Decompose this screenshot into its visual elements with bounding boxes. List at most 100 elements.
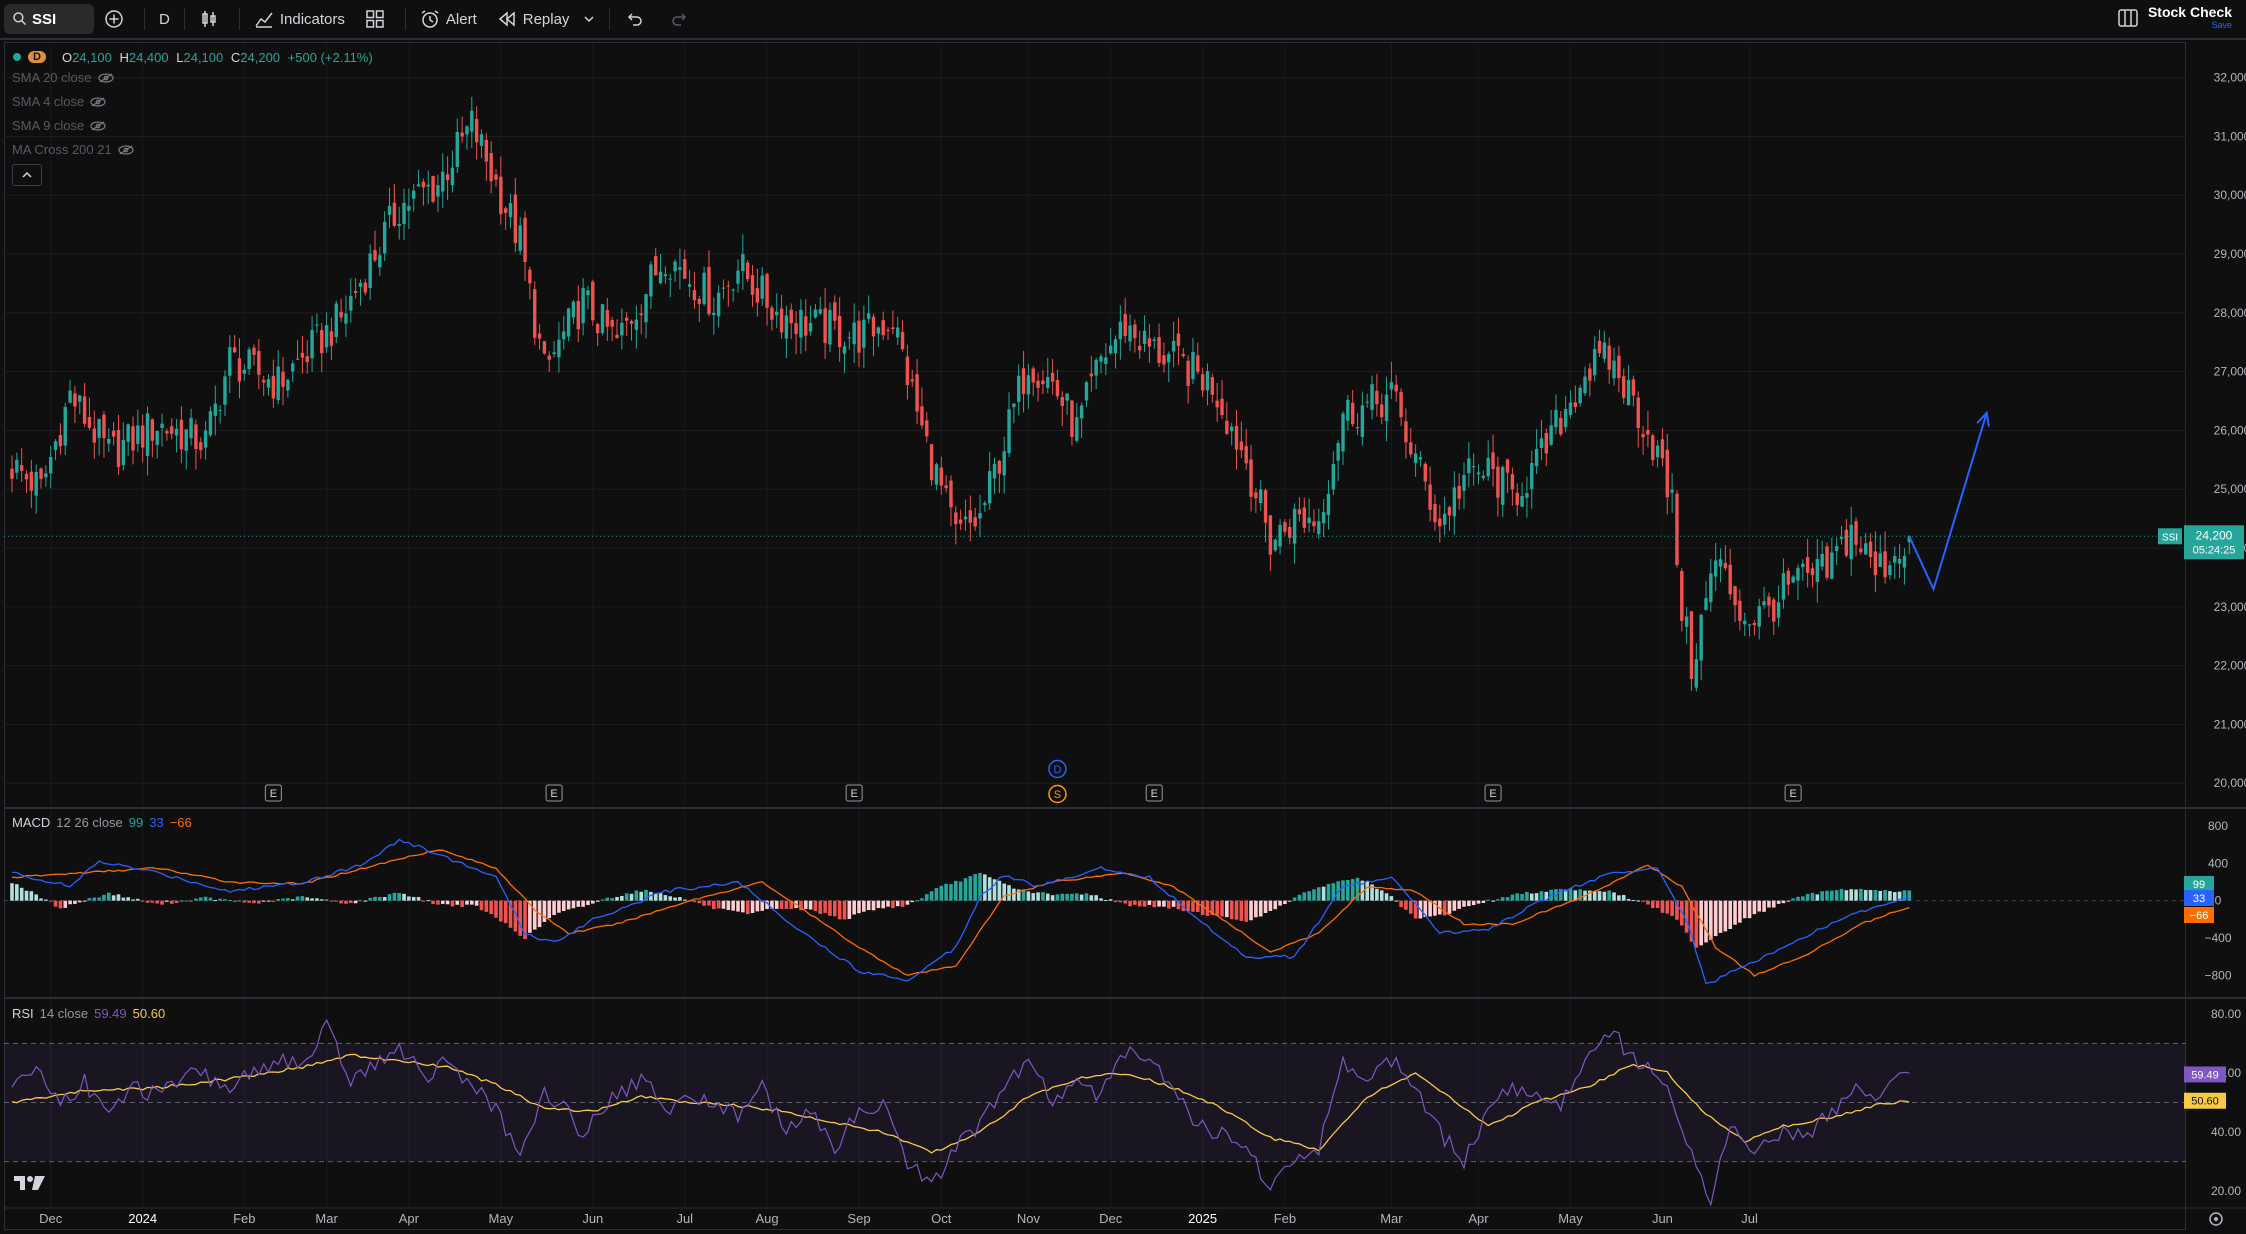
macd-histogram-bar[interactable] xyxy=(242,900,247,903)
macd-histogram-bar[interactable] xyxy=(828,900,832,916)
candle[interactable] xyxy=(683,259,687,279)
candle[interactable] xyxy=(678,267,682,270)
macd-histogram-bar[interactable] xyxy=(1060,893,1065,901)
macd-histogram-bar[interactable] xyxy=(1496,899,1500,901)
macd-histogram-bar[interactable] xyxy=(34,894,38,901)
candle[interactable] xyxy=(1002,451,1006,476)
macd-histogram-bar[interactable] xyxy=(673,897,677,901)
candle[interactable] xyxy=(1152,339,1156,341)
candle[interactable] xyxy=(344,313,348,324)
macd-histogram-bar[interactable] xyxy=(344,900,348,904)
candle[interactable] xyxy=(1801,563,1805,568)
macd-histogram-bar[interactable] xyxy=(1462,900,1466,907)
indicator-sma20[interactable]: SMA 20 close xyxy=(12,66,377,90)
candle[interactable] xyxy=(320,330,324,354)
macd-histogram-bar[interactable] xyxy=(63,900,68,908)
macd-histogram-bar[interactable] xyxy=(1849,889,1853,901)
candle[interactable] xyxy=(68,390,72,403)
macd-histogram-bar[interactable] xyxy=(895,900,900,907)
macd-histogram-bar[interactable] xyxy=(1878,890,1883,901)
indicator-sma4[interactable]: SMA 4 close xyxy=(12,90,377,114)
macd-histogram-bar[interactable] xyxy=(910,900,915,903)
macd-histogram-bar[interactable] xyxy=(470,900,474,905)
macd-histogram-bar[interactable] xyxy=(949,884,953,901)
eye-off-icon[interactable] xyxy=(97,73,114,83)
candle[interactable] xyxy=(1539,438,1544,448)
macd-histogram-bar[interactable] xyxy=(881,900,885,909)
macd-histogram-bar[interactable] xyxy=(629,893,634,901)
candle[interactable] xyxy=(189,417,193,439)
candle[interactable] xyxy=(10,468,14,479)
candle[interactable] xyxy=(1757,606,1761,627)
candle[interactable] xyxy=(286,379,290,391)
candle[interactable] xyxy=(131,426,135,451)
candle[interactable] xyxy=(983,502,987,506)
candle[interactable] xyxy=(479,134,484,146)
candle[interactable] xyxy=(1297,509,1302,515)
macd-histogram-bar[interactable] xyxy=(653,893,658,901)
macd-histogram-bar[interactable] xyxy=(232,900,237,902)
macd-histogram-bar[interactable] xyxy=(595,900,600,902)
macd-histogram-bar[interactable] xyxy=(353,900,358,904)
macd-histogram-bar[interactable] xyxy=(1801,896,1805,901)
macd-histogram-bar[interactable] xyxy=(1191,900,1195,912)
candle[interactable] xyxy=(944,485,948,489)
candle[interactable] xyxy=(53,441,58,450)
candle[interactable] xyxy=(915,374,919,412)
chevron-down-icon[interactable] xyxy=(583,13,595,25)
macd-histogram-bar[interactable] xyxy=(1742,900,1747,919)
candle[interactable] xyxy=(387,205,392,215)
compare-button[interactable] xyxy=(94,0,140,38)
macd-histogram-bar[interactable] xyxy=(992,879,997,901)
candle[interactable] xyxy=(1501,467,1505,505)
macd-histogram-bar[interactable] xyxy=(184,900,189,902)
candle[interactable] xyxy=(513,194,518,244)
candle[interactable] xyxy=(194,424,198,450)
candle[interactable] xyxy=(445,174,450,181)
candle[interactable] xyxy=(1786,570,1790,585)
macd-histogram-bar[interactable] xyxy=(600,899,605,901)
macd-histogram-bar[interactable] xyxy=(891,900,895,909)
candle[interactable] xyxy=(581,287,585,324)
macd-histogram-bar[interactable] xyxy=(852,900,856,915)
candle[interactable] xyxy=(1704,598,1708,610)
macd-histogram-bar[interactable] xyxy=(339,900,343,904)
candle[interactable] xyxy=(1549,425,1553,445)
macd-histogram-bar[interactable] xyxy=(586,900,590,906)
candle[interactable] xyxy=(1675,493,1679,566)
macd-histogram-bar[interactable] xyxy=(237,900,242,902)
undo-button[interactable] xyxy=(614,0,660,38)
macd-histogram-bar[interactable] xyxy=(736,900,740,912)
macd-histogram-bar[interactable] xyxy=(1776,900,1781,904)
macd-histogram-bar[interactable] xyxy=(1520,894,1524,901)
macd-histogram-bar[interactable] xyxy=(663,895,668,901)
candle[interactable] xyxy=(1094,359,1098,376)
eye-off-icon[interactable] xyxy=(118,145,134,155)
candle[interactable] xyxy=(1670,489,1674,493)
last-price-badge[interactable]: SSI 24,200 05:24:25 xyxy=(2158,525,2244,560)
candle[interactable] xyxy=(1070,400,1074,438)
macd-histogram-bar[interactable] xyxy=(576,900,581,907)
macd-histogram-bar[interactable] xyxy=(760,900,764,911)
macd-histogram-bar[interactable] xyxy=(1684,900,1689,933)
candle[interactable] xyxy=(973,517,977,527)
macd-histogram-bar[interactable] xyxy=(944,883,948,901)
candle[interactable] xyxy=(528,269,532,284)
interval-button[interactable]: D xyxy=(159,10,170,28)
macd-histogram-bar[interactable] xyxy=(1215,900,1219,916)
candle[interactable] xyxy=(862,319,866,348)
macd-histogram-bar[interactable] xyxy=(1210,900,1215,916)
macd-histogram-bar[interactable] xyxy=(68,900,72,905)
candle[interactable] xyxy=(136,425,140,445)
candle[interactable] xyxy=(1312,521,1316,527)
candle[interactable] xyxy=(19,465,24,471)
candle[interactable] xyxy=(15,459,19,473)
macd-histogram-bar[interactable] xyxy=(639,891,643,901)
candle[interactable] xyxy=(629,320,634,324)
candle[interactable] xyxy=(794,323,798,335)
candle[interactable] xyxy=(421,181,426,188)
macd-histogram-bar[interactable] xyxy=(1481,900,1486,903)
macd-histogram-bar[interactable] xyxy=(431,900,435,905)
macd-histogram-bar[interactable] xyxy=(247,900,251,903)
macd-histogram-bar[interactable] xyxy=(319,899,324,901)
